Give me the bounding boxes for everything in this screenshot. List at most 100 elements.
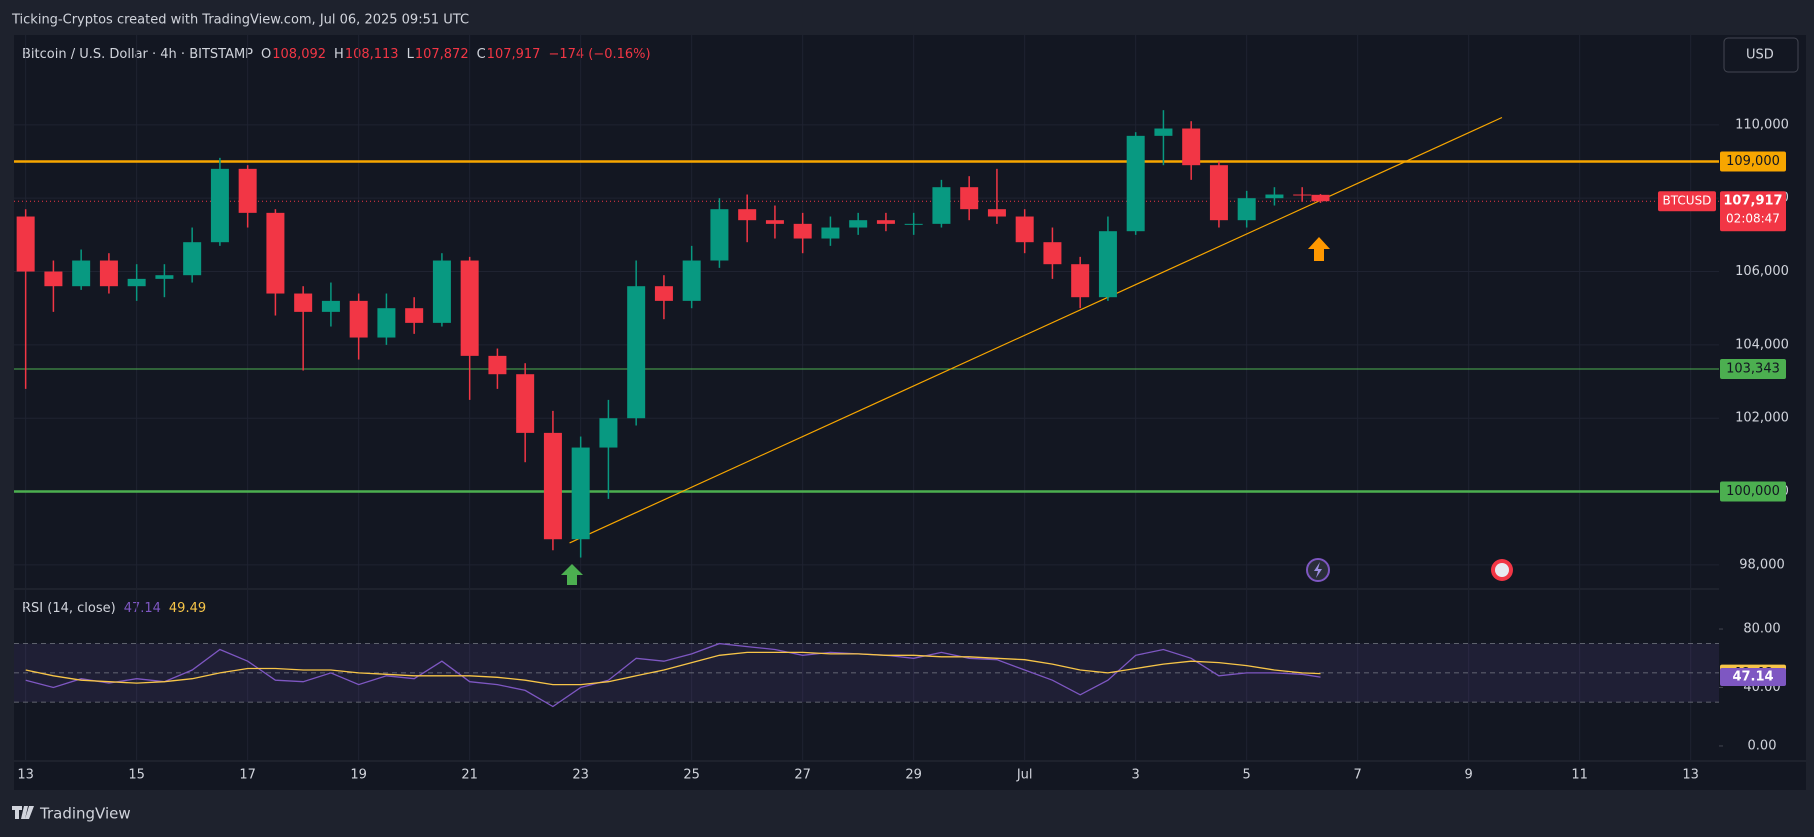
symbol-tag [1658, 191, 1716, 212]
candle-body [72, 260, 91, 287]
event-icon[interactable] [1491, 559, 1513, 581]
candle-body [849, 220, 868, 228]
candle-body [377, 308, 396, 338]
candle-body [793, 223, 812, 239]
candle-body [1043, 242, 1062, 265]
candle-body [488, 355, 507, 375]
level-tag-label: 103,343 [1726, 361, 1780, 376]
legend-text: Bitcoin / U.S. Dollar · 4h · BITSTAMP [22, 47, 253, 62]
y-tick-label: 0.00 [1748, 738, 1777, 753]
level-tag [1720, 481, 1786, 502]
candle-body [932, 187, 951, 224]
candle-body [238, 168, 257, 213]
price-tag-label: 107,917 [1723, 194, 1782, 209]
candle-body [876, 220, 895, 224]
tradingview-logo: TradingView [12, 805, 131, 823]
countdown: 02:08:47 [1726, 212, 1780, 226]
price-tag [1720, 191, 1786, 232]
legend-text: 49.49 [169, 601, 206, 616]
x-tick-label: 3 [1132, 768, 1140, 783]
icon-bolt[interactable] [1314, 562, 1322, 578]
candle-body [738, 209, 757, 221]
candle-body [627, 286, 646, 419]
candle-body [266, 212, 285, 294]
candle-body [99, 260, 118, 287]
y-tick-label: 102,000 [1735, 411, 1789, 426]
candle-body [294, 293, 313, 312]
candle-body [1126, 135, 1145, 232]
candle-body [682, 260, 701, 301]
level-tag-label: 100,000 [1726, 484, 1780, 499]
rsi-line [25, 642, 1321, 708]
x-tick-label: 11 [1571, 768, 1588, 783]
symbol-tag-label: BTCUSD [1663, 194, 1712, 208]
currency[interactable]: USD [1746, 48, 1774, 63]
event-icon[interactable] [1306, 558, 1330, 582]
legend-text: L [407, 47, 415, 62]
price-pane [14, 35, 1719, 588]
candle-body [1154, 128, 1173, 136]
candle-body [1265, 194, 1284, 199]
x-tick-label: Jul [1016, 768, 1033, 783]
rsi-band [14, 643, 1719, 703]
candle-body [1182, 128, 1201, 166]
level-tag [1720, 358, 1786, 379]
x-tick-label: 13 [1682, 768, 1699, 783]
candle-body [321, 300, 340, 312]
legend-text: H [334, 47, 344, 62]
x-tick-label: 5 [1243, 768, 1251, 783]
brand: TradingView [39, 805, 131, 823]
y-tick-label: 104,000 [1735, 337, 1789, 352]
x-tick-label: 13 [17, 768, 34, 783]
legend-text: C [477, 47, 486, 62]
level-tag-label: 109,000 [1726, 154, 1780, 169]
x-tick-label: 19 [350, 768, 367, 783]
candle-body [1311, 194, 1330, 202]
rsi-pane [14, 590, 1719, 760]
up-arrow [561, 564, 583, 585]
candle-body [405, 308, 424, 323]
legend-text: −174 (−0.16%) [548, 47, 650, 62]
candle-body [1098, 231, 1117, 298]
legend-text: 107,917 [487, 47, 541, 62]
x-tick-label: 17 [239, 768, 256, 783]
x-tick-label: 7 [1354, 768, 1362, 783]
candle-body [210, 168, 229, 243]
candle-body [765, 220, 784, 224]
currency-button[interactable] [1723, 37, 1799, 73]
icon-flag[interactable] [1495, 563, 1509, 577]
candle-body [1071, 264, 1090, 298]
candle-body [710, 209, 729, 261]
legend-text: 108,092 [272, 47, 326, 62]
candle-body [987, 209, 1006, 217]
candle-body [1237, 198, 1256, 221]
candle-body [960, 187, 979, 210]
candle-body [599, 418, 618, 448]
price-axis [1719, 35, 1806, 760]
candle-body [654, 286, 673, 301]
value-tag-label: 47.14 [1732, 670, 1773, 685]
symbol-legend: Bitcoin / U.S. Dollar · 4h · BITSTAMP O10… [22, 47, 651, 62]
candle-body [44, 271, 63, 287]
candle-body [127, 278, 146, 287]
y-tick-label: 110,000 [1735, 117, 1789, 132]
x-tick-label: 9 [1465, 768, 1473, 783]
trend-line [569, 116, 1503, 544]
y-tick-label: 106,000 [1735, 264, 1789, 279]
candle-body [1209, 165, 1228, 221]
candle-body [460, 260, 479, 356]
attribution: Ticking-Cryptos created with TradingView… [11, 13, 469, 28]
x-tick-label: 29 [905, 768, 922, 783]
rsi-legend: RSI (14, close) 47.14 49.49 [22, 601, 206, 616]
candle-body [516, 374, 535, 433]
value-tag [1720, 668, 1786, 687]
candle-body [155, 275, 174, 279]
legend-text: RSI (14, close) [22, 601, 116, 616]
legend-text: 108,113 [345, 47, 399, 62]
candle-body [543, 432, 562, 540]
candle-body [432, 260, 451, 323]
candle-body [904, 223, 923, 225]
y-tick-label: 80.00 [1743, 622, 1780, 637]
